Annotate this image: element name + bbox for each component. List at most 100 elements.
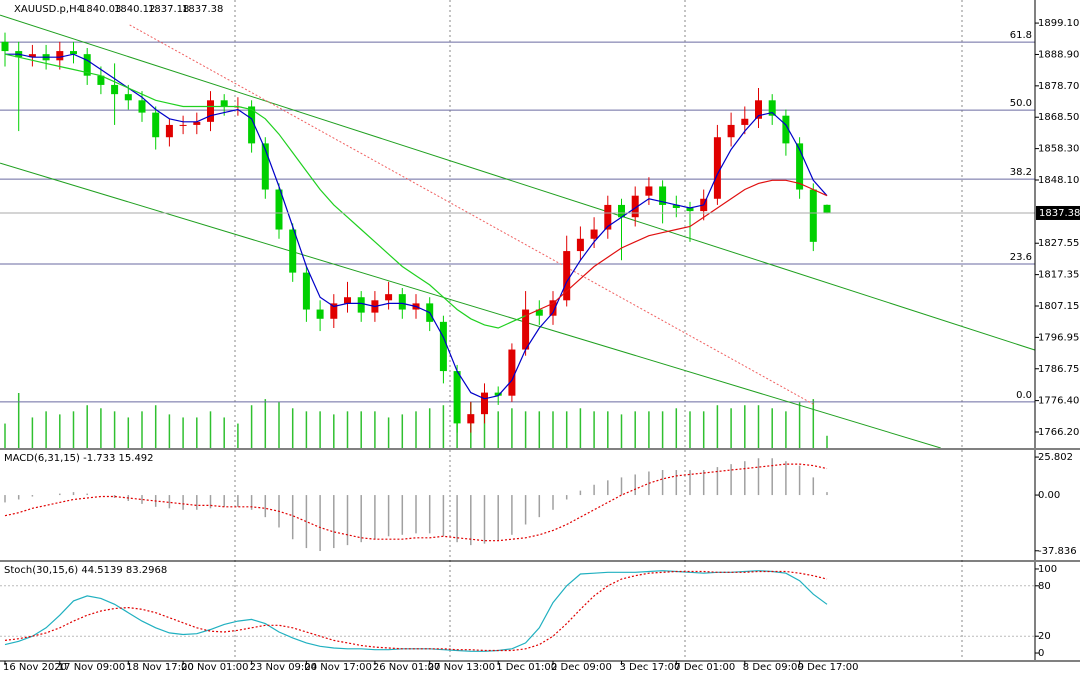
candle-body (727, 124, 735, 138)
candle-body (549, 300, 557, 316)
candle-body (604, 204, 612, 230)
x-tick-label: 26 Nov 01:00 (373, 662, 440, 673)
candle-body (508, 349, 516, 396)
candle-body (631, 195, 639, 218)
candle-body (823, 204, 831, 213)
candle-body (275, 189, 283, 230)
candle-body (686, 208, 694, 212)
x-tick-label: 16 Nov 2020 (3, 662, 67, 673)
candle-body (1, 41, 9, 52)
y-tick-label: 1878.70 (1038, 81, 1079, 92)
ohlc-open: 1840.03 (80, 4, 121, 15)
x-tick-label: 2 Dec 09:00 (551, 662, 612, 673)
y-tick-label: 1796.95 (1038, 332, 1079, 343)
candle-body (590, 229, 598, 239)
candle-body (398, 294, 406, 310)
x-tick-label: 8 Dec 09:00 (743, 662, 804, 673)
candle-body (618, 204, 625, 218)
candle-body (357, 297, 365, 313)
candle-body (138, 100, 146, 113)
y-tick-label: 25.802 (1038, 452, 1073, 463)
y-tick-label: 0 (1038, 648, 1044, 659)
x-tick-label: 23 Nov 09:00 (250, 662, 317, 673)
y-tick-label: 1786.75 (1038, 364, 1079, 375)
x-tick-label: 20 Nov 01:00 (181, 662, 248, 673)
candle-body (659, 186, 667, 205)
candle-body (535, 309, 543, 316)
pane (0, 570, 1035, 652)
y-tick-label: 1858.30 (1038, 144, 1079, 155)
y-tick-label: 1807.15 (1038, 301, 1079, 312)
candle-body (28, 54, 36, 58)
candle-body (481, 392, 488, 415)
fibo-label: 0.0 (1016, 390, 1032, 401)
candle-body (261, 143, 269, 190)
candle-body (563, 251, 571, 301)
trend-line (0, 14, 1035, 351)
ohlc-high: 1840.12 (114, 4, 155, 15)
x-tick-label: 1 Dec 01:00 (496, 662, 557, 673)
indicator-title: Stoch(30,15,6) 44.5139 83.2968 (4, 565, 167, 576)
indicator-line (5, 53, 828, 400)
indicator-line (525, 179, 828, 317)
candle-body (152, 112, 160, 138)
candle-body (330, 303, 338, 319)
y-tick-label: 80 (1038, 581, 1051, 592)
candle-body (755, 100, 762, 119)
x-tick-label: 24 Nov 17:00 (304, 662, 371, 673)
candle-body (768, 100, 776, 116)
candle-body (809, 189, 817, 242)
candle-body (165, 124, 173, 138)
y-tick-label: 1899.10 (1038, 18, 1079, 29)
x-tick-label: 27 Nov 13:00 (428, 662, 495, 673)
price-tag-label: 1837.38 (1039, 208, 1080, 219)
y-tick-label: 1817.35 (1038, 270, 1079, 281)
x-tick-label: 17 Nov 09:00 (58, 662, 125, 673)
ohlc-low: 1837.18 (148, 4, 189, 15)
candle-body (193, 121, 201, 125)
candle-body (97, 75, 105, 85)
x-tick-label: 9 Dec 17:00 (798, 662, 859, 673)
fibo-label: 50.0 (1010, 98, 1032, 109)
fibo-label: 38.2 (1010, 167, 1032, 178)
y-tick-label: -37.836 (1038, 546, 1077, 557)
candle-body (741, 118, 749, 125)
candle-body (179, 124, 187, 126)
candle-body (70, 51, 77, 55)
candle-body (124, 94, 132, 101)
y-tick-label: 1766.20 (1038, 427, 1079, 438)
y-tick-label: 1868.50 (1038, 112, 1079, 123)
y-tick-label: 100 (1038, 564, 1057, 575)
indicator-title: MACD(6,31,15) -1.733 15.492 (4, 453, 154, 464)
candle-body (645, 186, 653, 196)
candle-body (83, 54, 91, 76)
candle-body (453, 371, 461, 424)
trend-line (129, 24, 815, 406)
candle-body (782, 115, 790, 144)
fibo-label: 61.8 (1010, 30, 1032, 41)
pane (4, 458, 828, 552)
y-tick-label: 20 (1038, 631, 1051, 642)
candle-body (220, 100, 228, 107)
y-tick-label: 1776.40 (1038, 396, 1079, 407)
candle-body (576, 238, 584, 252)
y-tick-label: 1848.10 (1038, 175, 1079, 186)
ohlc-close: 1837.38 (182, 4, 223, 15)
symbol-title: XAUUSD.p,H4 (14, 4, 83, 15)
candle-body (316, 309, 324, 319)
indicator-line (4, 53, 526, 329)
candle-body (672, 204, 680, 208)
x-tick-label: 7 Dec 01:00 (674, 662, 735, 673)
candle-body (713, 137, 721, 199)
y-tick-label: 1827.55 (1038, 238, 1079, 249)
x-tick-label: 3 Dec 17:00 (620, 662, 681, 673)
y-tick-label: 0.00 (1038, 490, 1060, 501)
candle-body (467, 414, 475, 424)
candle-body (56, 51, 64, 61)
candle-body (439, 321, 447, 372)
fibo-label: 23.6 (1010, 252, 1032, 263)
candle-body (522, 309, 530, 350)
